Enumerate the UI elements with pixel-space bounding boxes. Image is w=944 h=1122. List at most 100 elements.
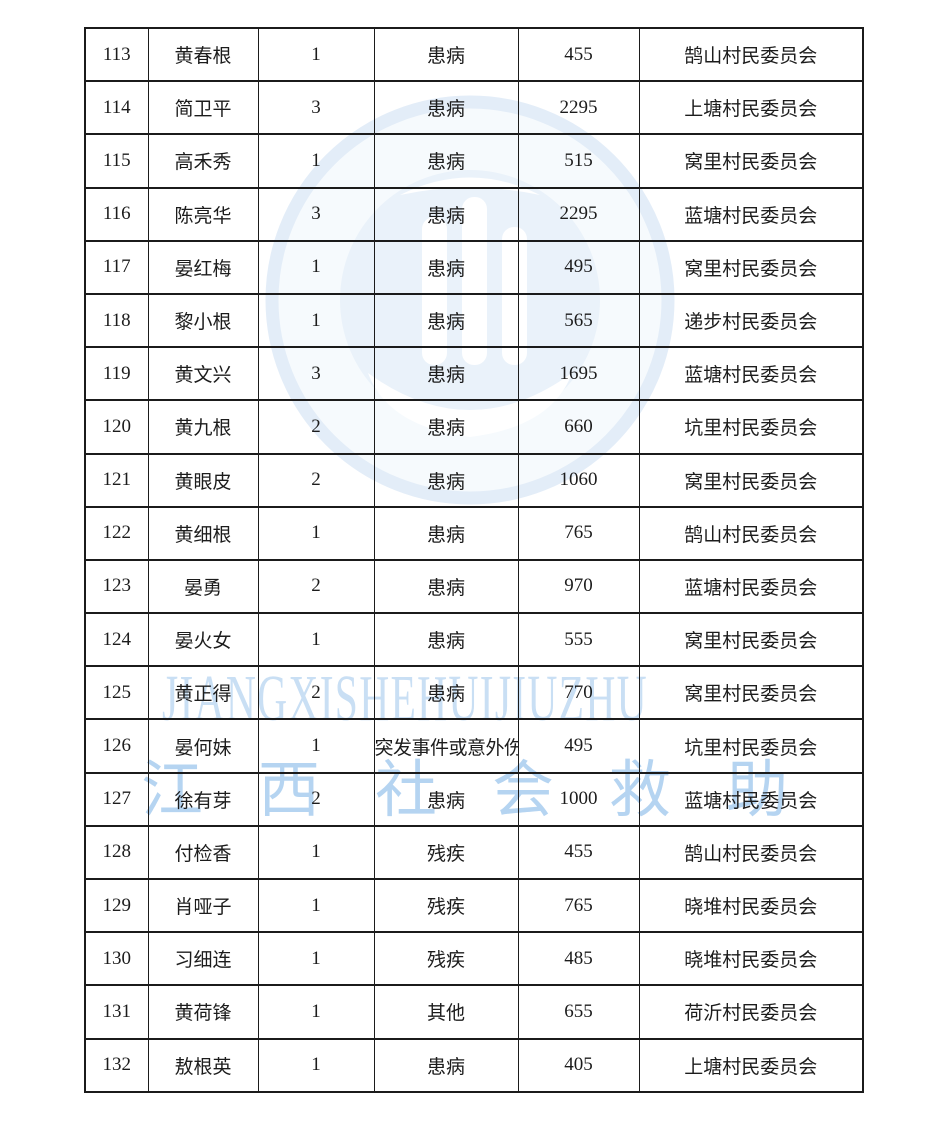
table-row: 125 黄正得 2 患病 770 窝里村民委员会 <box>84 665 864 721</box>
cell-count: 1 <box>257 133 375 189</box>
cell-count: 1 <box>257 877 375 934</box>
cell-no: 117 <box>84 239 149 295</box>
cell-reason: 患病 <box>373 80 519 136</box>
cell-amount: 765 <box>517 505 640 561</box>
cell-reason: 患病 <box>373 239 519 295</box>
cell-no: 132 <box>84 1037 149 1093</box>
cell-name: 黎小根 <box>147 292 259 349</box>
cell-name: 付检香 <box>147 824 259 881</box>
table-row: 127 徐有芽 2 患病 1000 蓝塘村民委员会 <box>84 771 864 827</box>
cell-count: 3 <box>257 80 375 136</box>
table-row: 113 黄春根 1 患病 455 鹄山村民委员会 <box>84 26 864 83</box>
cell-committee: 上塘村民委员会 <box>638 80 864 136</box>
cell-name: 徐有芽 <box>147 771 259 827</box>
cell-no: 125 <box>84 665 149 721</box>
cell-name: 敖根英 <box>147 1037 259 1093</box>
cell-count: 2 <box>257 399 375 455</box>
cell-name: 简卫平 <box>147 80 259 136</box>
table-row: 120 黄九根 2 患病 660 坑里村民委员会 <box>84 399 864 455</box>
cell-amount: 655 <box>517 984 640 1040</box>
cell-committee: 坑里村民委员会 <box>638 399 864 455</box>
table-row: 121 黄眼皮 2 患病 1060 窝里村民委员会 <box>84 452 864 508</box>
cell-count: 2 <box>257 558 375 615</box>
table-row: 126 晏何妹 1 突发事件或意外伤 495 坑里村民委员会 <box>84 718 864 774</box>
cell-reason: 患病 <box>373 346 519 402</box>
cell-no: 116 <box>84 186 149 242</box>
cell-amount: 765 <box>517 877 640 934</box>
cell-no: 113 <box>84 26 149 83</box>
cell-name: 晏火女 <box>147 612 259 668</box>
cell-amount: 770 <box>517 665 640 721</box>
cell-committee: 蓝塘村民委员会 <box>638 186 864 242</box>
cell-committee: 窝里村民委员会 <box>638 612 864 668</box>
cell-committee: 荷沂村民委员会 <box>638 984 864 1040</box>
cell-count: 1 <box>257 239 375 295</box>
cell-name: 黄文兴 <box>147 346 259 402</box>
table-row: 122 黄细根 1 患病 765 鹄山村民委员会 <box>84 505 864 561</box>
cell-name: 黄九根 <box>147 399 259 455</box>
cell-no: 118 <box>84 292 149 349</box>
cell-amount: 455 <box>517 824 640 881</box>
cell-committee: 鹄山村民委员会 <box>638 26 864 83</box>
cell-reason: 患病 <box>373 612 519 668</box>
cell-reason: 患病 <box>373 452 519 508</box>
cell-committee: 蓝塘村民委员会 <box>638 558 864 615</box>
cell-reason: 患病 <box>373 505 519 561</box>
cell-committee: 窝里村民委员会 <box>638 133 864 189</box>
cell-reason: 患病 <box>373 186 519 242</box>
cell-no: 124 <box>84 612 149 668</box>
cell-count: 3 <box>257 346 375 402</box>
cell-reason: 患病 <box>373 771 519 827</box>
cell-count: 2 <box>257 452 375 508</box>
cell-count: 1 <box>257 718 375 774</box>
cell-committee: 上塘村民委员会 <box>638 1037 864 1093</box>
cell-name: 黄细根 <box>147 505 259 561</box>
cell-reason: 残疾 <box>373 824 519 881</box>
cell-name: 陈亮华 <box>147 186 259 242</box>
table-row: 129 肖哑子 1 残疾 765 晓堆村民委员会 <box>84 877 864 934</box>
cell-committee: 窝里村民委员会 <box>638 665 864 721</box>
table-row: 130 习细连 1 残疾 485 晓堆村民委员会 <box>84 931 864 987</box>
cell-committee: 坑里村民委员会 <box>638 718 864 774</box>
cell-name: 肖哑子 <box>147 877 259 934</box>
cell-amount: 405 <box>517 1037 640 1093</box>
cell-reason: 患病 <box>373 26 519 83</box>
assistance-table: 113 黄春根 1 患病 455 鹄山村民委员会 114 简卫平 3 患病 2295 上塘村民委员会 1… <box>84 26 864 1093</box>
cell-amount: 495 <box>517 239 640 295</box>
cell-count: 2 <box>257 771 375 827</box>
cell-no: 122 <box>84 505 149 561</box>
cell-no: 119 <box>84 346 149 402</box>
table-row: 118 黎小根 1 患病 565 递步村民委员会 <box>84 292 864 349</box>
table-row: 117 晏红梅 1 患病 495 窝里村民委员会 <box>84 239 864 295</box>
cell-reason: 患病 <box>373 399 519 455</box>
cell-reason: 患病 <box>373 558 519 615</box>
cell-amount: 1000 <box>517 771 640 827</box>
cell-amount: 565 <box>517 292 640 349</box>
cell-name: 高禾秀 <box>147 133 259 189</box>
table-row: 132 敖根英 1 患病 405 上塘村民委员会 <box>84 1037 864 1093</box>
cell-no: 129 <box>84 877 149 934</box>
cell-committee: 窝里村民委员会 <box>638 452 864 508</box>
table-row: 128 付检香 1 残疾 455 鹄山村民委员会 <box>84 824 864 881</box>
cell-count: 1 <box>257 292 375 349</box>
table-body: 113 黄春根 1 患病 455 鹄山村民委员会 114 简卫平 3 患病 2295 上塘村民委员会 1… <box>84 26 864 1093</box>
cell-committee: 晓堆村民委员会 <box>638 877 864 934</box>
cell-name: 黄眼皮 <box>147 452 259 508</box>
cell-reason: 患病 <box>373 665 519 721</box>
cell-amount: 1695 <box>517 346 640 402</box>
cell-count: 1 <box>257 824 375 881</box>
cell-no: 130 <box>84 931 149 987</box>
cell-reason: 残疾 <box>373 877 519 934</box>
table-row: 119 黄文兴 3 患病 1695 蓝塘村民委员会 <box>84 346 864 402</box>
table-row: 114 简卫平 3 患病 2295 上塘村民委员会 <box>84 80 864 136</box>
cell-amount: 1060 <box>517 452 640 508</box>
cell-amount: 970 <box>517 558 640 615</box>
cell-count: 2 <box>257 665 375 721</box>
cell-amount: 495 <box>517 718 640 774</box>
cell-count: 1 <box>257 505 375 561</box>
cell-reason: 其他 <box>373 984 519 1040</box>
cell-count: 1 <box>257 931 375 987</box>
cell-reason: 患病 <box>373 292 519 349</box>
cell-no: 126 <box>84 718 149 774</box>
